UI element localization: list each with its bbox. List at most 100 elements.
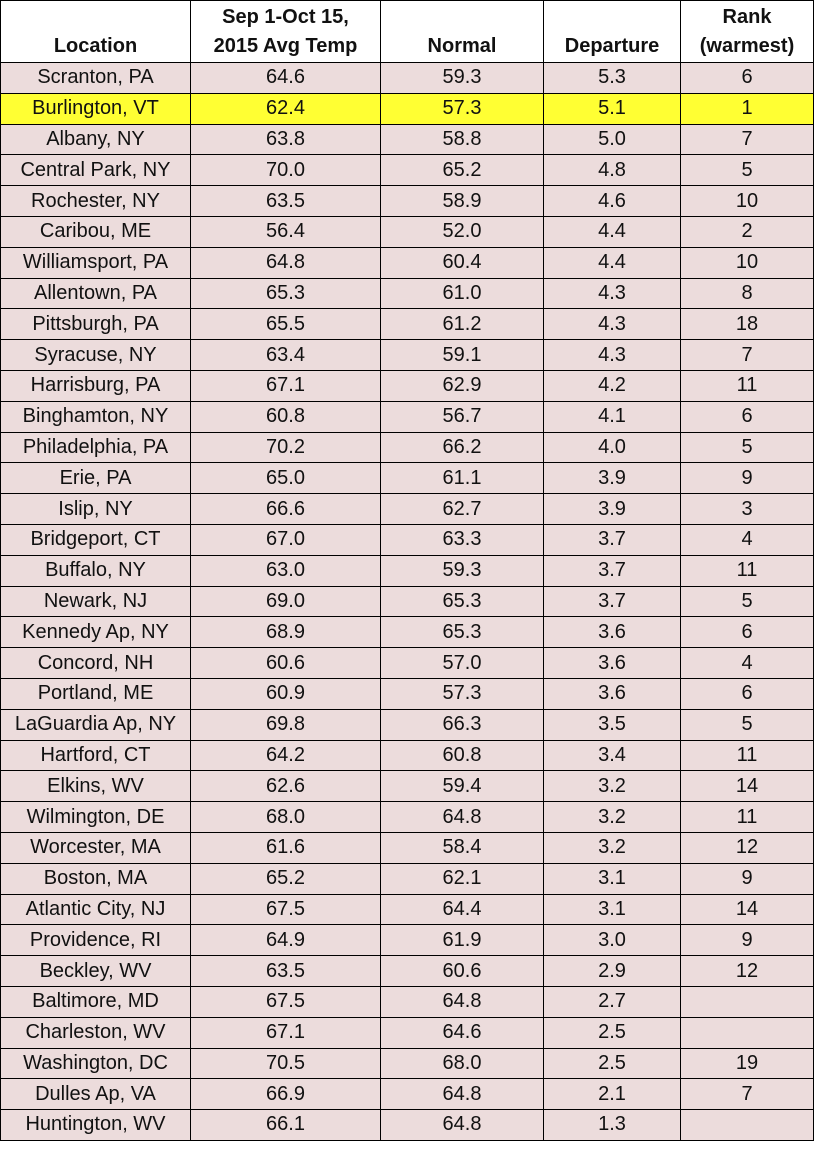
table-cell: 11 xyxy=(680,554,814,587)
table-cell: 62.6 xyxy=(190,770,381,803)
table-row: Providence, RI 64.9 61.9 3.0 9 xyxy=(0,924,814,957)
table-cell: 6 xyxy=(680,677,814,710)
table-cell: 5.3 xyxy=(543,62,681,94)
table-cell: 60.4 xyxy=(380,246,544,279)
table-cell: 67.1 xyxy=(190,1016,381,1049)
table-cell: 60.8 xyxy=(190,400,381,433)
table-row: Huntington, WV 66.1 64.8 1.3 xyxy=(0,1109,814,1141)
table-cell: 4.6 xyxy=(543,185,681,217)
table-cell: 60.8 xyxy=(380,739,544,772)
table-cell: 4 xyxy=(680,647,814,679)
table-cell: 69.8 xyxy=(190,708,381,741)
table-cell: 3.2 xyxy=(543,770,681,803)
table-row: Atlantic City, NJ 67.5 64.4 3.1 14 xyxy=(0,893,814,926)
table-cell: 10 xyxy=(680,185,814,217)
table-cell: 7 xyxy=(680,339,814,371)
table-cell: Wilmington, DE xyxy=(0,801,191,833)
table-cell: 62.9 xyxy=(380,369,544,402)
table-cell: 3.7 xyxy=(543,585,681,618)
column-header: Departure xyxy=(543,0,681,63)
table-cell: 59.1 xyxy=(380,339,544,371)
table-cell: Allentown, PA xyxy=(0,277,191,310)
table-cell: 5.1 xyxy=(543,92,681,125)
table-cell: Scranton, PA xyxy=(0,62,191,94)
table-cell: LaGuardia Ap, NY xyxy=(0,708,191,741)
table-cell: 4.4 xyxy=(543,215,681,248)
table-cell: Bridgeport, CT xyxy=(0,523,191,556)
table-cell: 60.6 xyxy=(190,647,381,679)
table-cell: 64.8 xyxy=(380,1109,544,1141)
table-cell: 68.0 xyxy=(190,801,381,833)
table-row: Wilmington, DE 68.0 64.8 3.2 11 xyxy=(0,801,814,833)
table-cell: Worcester, MA xyxy=(0,831,191,864)
table-cell: 68.0 xyxy=(380,1047,544,1080)
table-cell: 66.6 xyxy=(190,493,381,525)
column-header: Rank (warmest) xyxy=(680,0,814,63)
table-cell: 62.1 xyxy=(380,862,544,895)
table-cell: 65.2 xyxy=(380,154,544,187)
table-cell: Washington, DC xyxy=(0,1047,191,1080)
table-cell: 58.8 xyxy=(380,123,544,156)
table-cell: 68.9 xyxy=(190,616,381,649)
table-cell: 1.3 xyxy=(543,1109,681,1141)
table-cell: 5 xyxy=(680,154,814,187)
table-cell: 11 xyxy=(680,801,814,833)
table-row: Boston, MA 65.2 62.1 3.1 9 xyxy=(0,862,814,895)
table-row: Islip, NY 66.6 62.7 3.9 3 xyxy=(0,493,814,525)
table-row: Allentown, PA 65.3 61.0 4.3 8 xyxy=(0,277,814,310)
table-row: Baltimore, MD 67.5 64.8 2.7 xyxy=(0,985,814,1018)
table-row: Worcester, MA 61.6 58.4 3.2 12 xyxy=(0,831,814,864)
table-cell: Islip, NY xyxy=(0,493,191,525)
table-cell: 64.8 xyxy=(380,985,544,1018)
header-line: Rank xyxy=(722,6,772,28)
table-cell: Dulles Ap, VA xyxy=(0,1078,191,1111)
table-row: Central Park, NY 70.0 65.2 4.8 5 xyxy=(0,154,814,187)
table-row: Bridgeport, CT 67.0 63.3 3.7 4 xyxy=(0,523,814,556)
table-cell: 12 xyxy=(680,955,814,987)
table-row: Dulles Ap, VA 66.9 64.8 2.1 7 xyxy=(0,1078,814,1111)
table-cell: 69.0 xyxy=(190,585,381,618)
table-cell: 57.0 xyxy=(380,647,544,679)
table-cell: 5.0 xyxy=(543,123,681,156)
table-cell: 64.2 xyxy=(190,739,381,772)
table-cell: 67.1 xyxy=(190,369,381,402)
table-cell: 64.8 xyxy=(380,801,544,833)
table-row: Elkins, WV 62.6 59.4 3.2 14 xyxy=(0,770,814,803)
header-line: Normal xyxy=(427,35,497,57)
table-cell: Kennedy Ap, NY xyxy=(0,616,191,649)
table-cell: Harrisburg, PA xyxy=(0,369,191,402)
table-cell: 2.7 xyxy=(543,985,681,1018)
table-cell: 67.0 xyxy=(190,523,381,556)
table-cell: 3.1 xyxy=(543,893,681,926)
table-cell: 3.4 xyxy=(543,739,681,772)
table-cell: 59.3 xyxy=(380,554,544,587)
table-cell: 52.0 xyxy=(380,215,544,248)
table-cell: Buffalo, NY xyxy=(0,554,191,587)
table-body: Scranton, PA 64.6 59.3 5.3 6 Burlington, VT 62… xyxy=(0,62,814,1141)
table-cell: 58.9 xyxy=(380,185,544,217)
table-cell: 65.5 xyxy=(190,308,381,341)
table-cell xyxy=(680,1016,814,1049)
header-line: 2015 Avg Temp xyxy=(213,35,358,57)
table-cell: 63.0 xyxy=(190,554,381,587)
table-cell: Charleston, WV xyxy=(0,1016,191,1049)
table-cell: 3.7 xyxy=(543,523,681,556)
table-cell: 3.6 xyxy=(543,677,681,710)
table-cell: 12 xyxy=(680,831,814,864)
table-cell: 2.5 xyxy=(543,1047,681,1080)
table-row: Newark, NJ 69.0 65.3 3.7 5 xyxy=(0,585,814,618)
table-cell: Binghamton, NY xyxy=(0,400,191,433)
table-cell: 64.8 xyxy=(190,246,381,279)
table-cell xyxy=(680,1109,814,1141)
table-row: Binghamton, NY 60.8 56.7 4.1 6 xyxy=(0,400,814,433)
table-cell: 60.9 xyxy=(190,677,381,710)
table-cell: 4.2 xyxy=(543,369,681,402)
table-cell: 8 xyxy=(680,277,814,310)
table-cell: Baltimore, MD xyxy=(0,985,191,1018)
table-cell: Syracuse, NY xyxy=(0,339,191,371)
table-cell: 3.1 xyxy=(543,862,681,895)
table-cell: 60.6 xyxy=(380,955,544,987)
table-cell: 4.4 xyxy=(543,246,681,279)
table-cell: 3.0 xyxy=(543,924,681,957)
